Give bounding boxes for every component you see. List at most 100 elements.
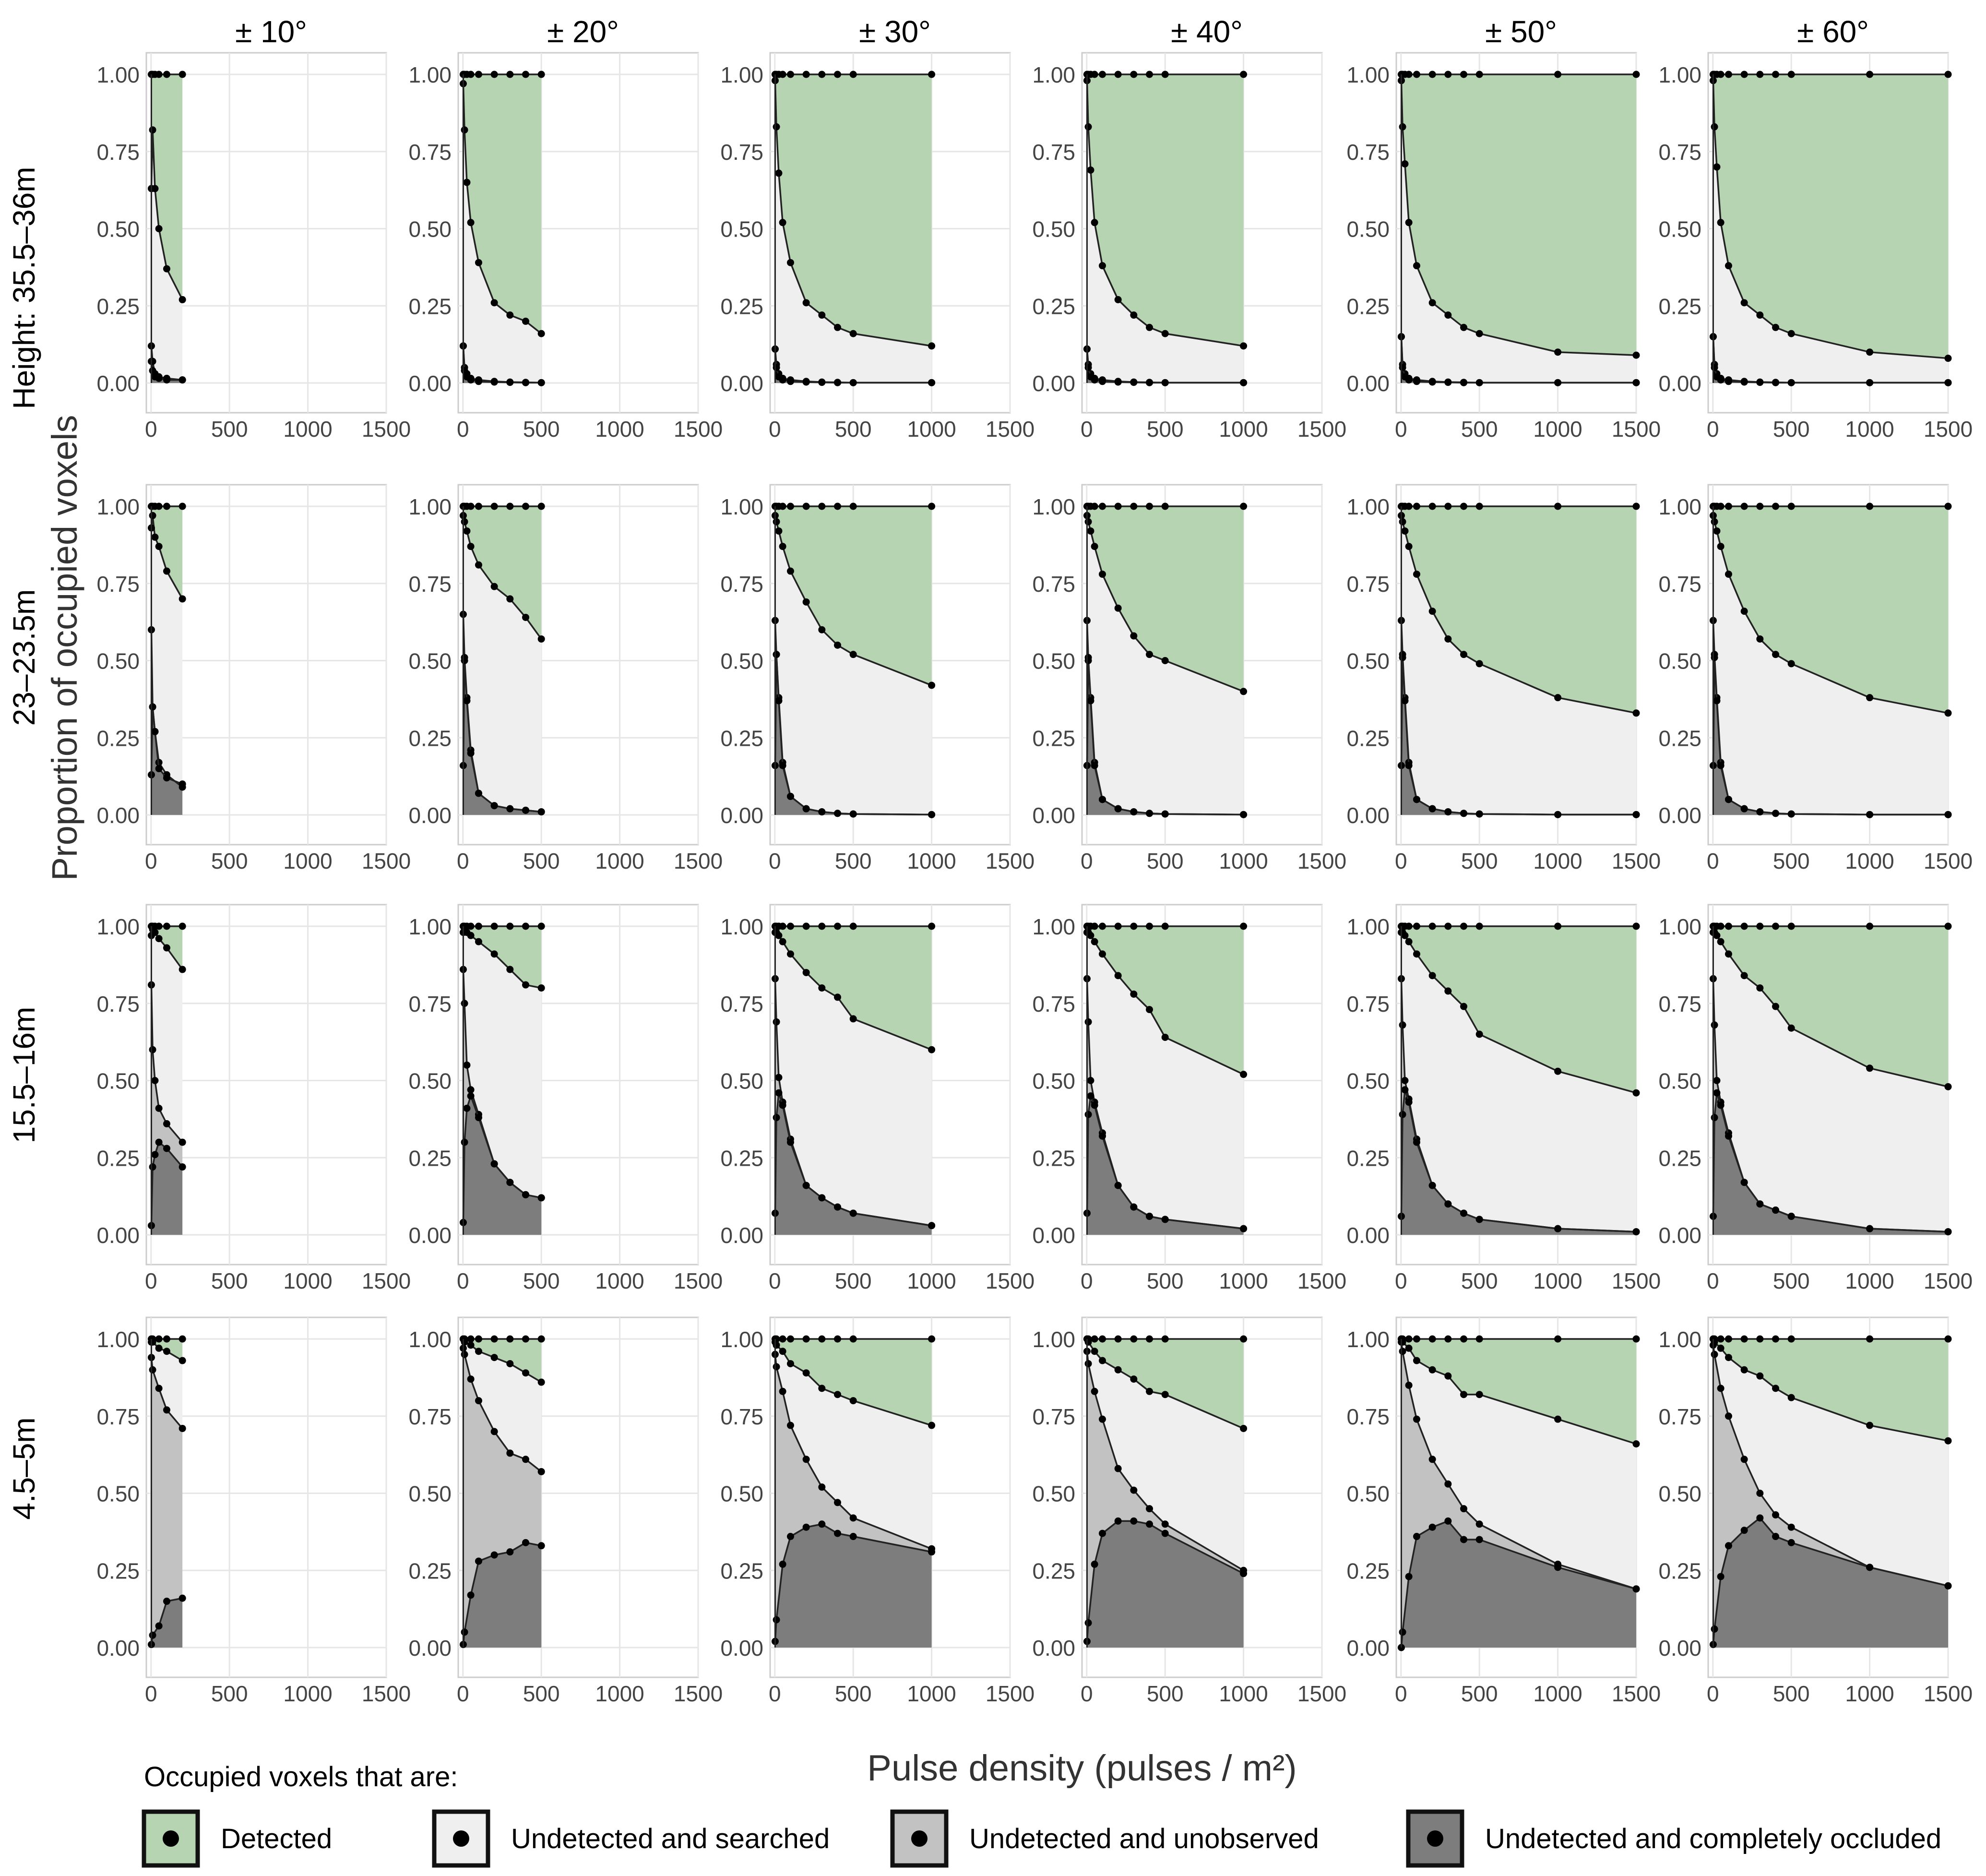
data-point-occ	[1632, 811, 1640, 818]
x-tick-label: 1500	[1612, 417, 1661, 442]
data-point-unobs	[1713, 1077, 1721, 1084]
data-point-occ	[1091, 1560, 1098, 1568]
y-tick-label: 0.50	[1658, 1482, 1701, 1506]
data-point-occ	[1428, 805, 1436, 813]
x-tick-label: 500	[523, 417, 560, 442]
data-point-search	[1475, 1391, 1483, 1398]
data-point-top	[818, 1335, 826, 1343]
data-point-occ	[773, 1114, 780, 1122]
data-point-occ	[1713, 1089, 1721, 1097]
data-point-unobs	[1724, 1412, 1732, 1420]
data-point-top	[1098, 922, 1106, 930]
area-undetected-searched	[775, 932, 932, 1226]
data-point-occ	[1130, 1517, 1138, 1525]
y-tick-label: 1.00	[1658, 494, 1701, 519]
area-detected	[1401, 1339, 1636, 1444]
data-point-search	[1091, 938, 1098, 945]
data-point-top	[522, 71, 530, 78]
data-point-top	[802, 71, 810, 78]
data-point-occ	[1087, 1092, 1094, 1100]
data-point-top	[522, 502, 530, 510]
y-tick-label: 0.00	[1032, 1223, 1075, 1248]
x-tick-label: 1500	[1612, 848, 1661, 873]
data-point-occ	[834, 1203, 842, 1211]
data-point-search	[1098, 950, 1106, 958]
data-point-search	[1756, 311, 1764, 319]
y-tick-label: 0.00	[720, 803, 763, 828]
panel-r3-c4: 0.00 0.25 0.50 0.75 1.00 0 500 1000 1500	[1032, 904, 1346, 1293]
data-point-unobs	[773, 1363, 780, 1371]
data-point-search	[1161, 330, 1169, 337]
data-point-occ	[779, 762, 786, 769]
x-tick-label: 0	[457, 848, 469, 873]
data-point-top	[1146, 922, 1154, 930]
data-point-search	[1114, 972, 1122, 980]
data-point-search	[463, 179, 471, 186]
area-detected	[1713, 1339, 1948, 1441]
y-tick-label: 1.00	[1346, 1327, 1390, 1352]
x-tick-label: 1500	[362, 1268, 411, 1293]
data-point-occ	[155, 765, 163, 773]
y-tick-label: 0.25	[1346, 294, 1390, 319]
y-tick-label: 1.00	[1346, 914, 1390, 939]
data-point-top	[1717, 502, 1724, 510]
x-tick-label: 1500	[362, 1681, 411, 1706]
data-point-occ	[773, 651, 780, 658]
data-point-search	[1554, 1067, 1562, 1075]
data-point-unobs	[834, 1499, 842, 1506]
data-point-search	[1399, 518, 1406, 526]
data-point-top	[779, 922, 786, 930]
data-point-occ	[522, 1191, 530, 1198]
panel-r3-c6: 0.00 0.25 0.50 0.75 1.00 0 500 1000 1500	[1658, 904, 1973, 1293]
data-point-occ	[1724, 378, 1732, 385]
data-point-occ	[490, 1551, 498, 1559]
y-tick-label: 0.50	[1658, 649, 1701, 674]
data-point-occ	[1554, 811, 1562, 818]
data-point-top	[834, 922, 842, 930]
x-tick-label: 1500	[674, 1681, 723, 1706]
data-point-search	[818, 626, 826, 633]
series-line-search	[774, 515, 932, 686]
area-undetected-searched	[1087, 515, 1244, 815]
data-point-search	[1098, 262, 1106, 270]
data-point-top	[490, 922, 498, 930]
data-point-unobs	[1444, 1480, 1452, 1488]
data-point-occ	[178, 1163, 186, 1171]
legend-entry-4: Undetected and completely occluded	[1406, 1809, 1941, 1868]
data-point-occ	[1717, 1573, 1724, 1580]
y-tick-label: 1.00	[408, 62, 452, 87]
data-point-occ	[818, 1520, 826, 1528]
data-point-occ	[1084, 1111, 1092, 1118]
data-point-search	[490, 583, 498, 590]
data-point-search	[1475, 660, 1483, 668]
y-tick-label: 1.00	[1032, 62, 1075, 87]
data-point-occ	[1428, 1523, 1436, 1531]
data-point-search	[1087, 527, 1094, 535]
area-undetected-searched	[1713, 515, 1948, 815]
data-point-occ	[1632, 379, 1640, 386]
data-point-top	[1428, 71, 1436, 78]
data-point-top	[1146, 502, 1154, 510]
column-titles: ± 10° ± 20° ± 30° ± 40° ± 50° ± 60°	[235, 14, 1869, 49]
data-point-top	[1460, 1335, 1468, 1343]
data-point-occ	[490, 1160, 498, 1168]
y-tick-label: 0.50	[1658, 1069, 1701, 1094]
data-point-occ	[849, 379, 857, 386]
data-point-top	[178, 502, 186, 510]
data-point-top	[506, 71, 514, 78]
data-point-unobs	[1084, 1018, 1092, 1026]
data-point-top	[1717, 71, 1724, 78]
y-tick-label: 1.00	[408, 914, 452, 939]
data-point-search	[475, 259, 482, 266]
area-detected	[775, 74, 932, 346]
data-point-search	[1724, 1354, 1732, 1362]
data-point-occ	[1740, 1179, 1748, 1186]
data-point-top	[1413, 1335, 1420, 1343]
data-point-unobs	[1405, 1381, 1413, 1389]
y-axis-label: Proportion of occupied voxels	[45, 415, 84, 881]
data-point-occ	[1740, 805, 1748, 813]
data-point-search	[928, 1046, 936, 1053]
data-point-search	[1240, 688, 1248, 695]
data-point-search	[1717, 543, 1724, 550]
